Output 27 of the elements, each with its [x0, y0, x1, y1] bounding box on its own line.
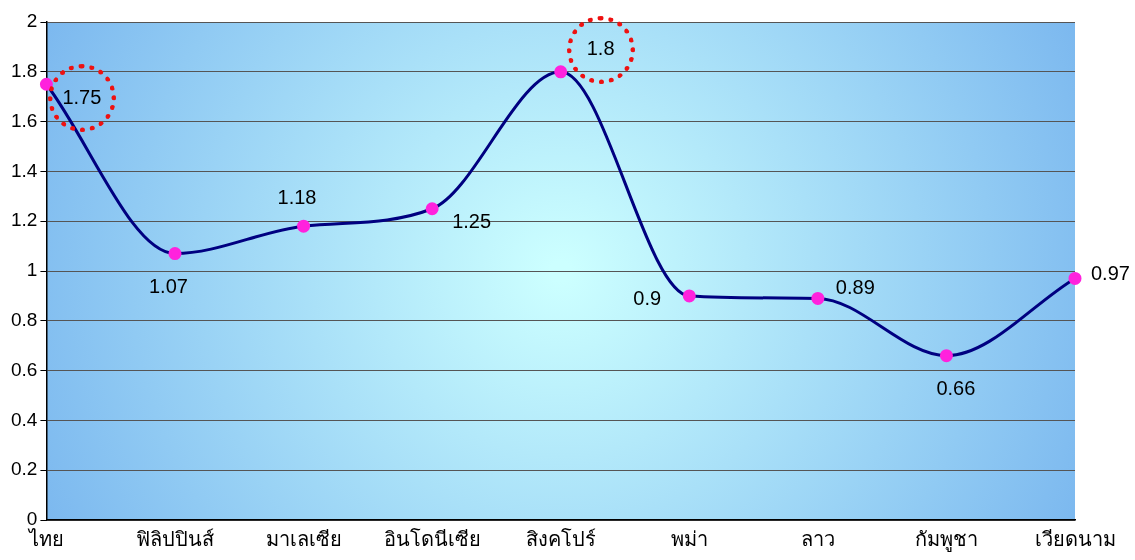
y-tick-label: 1 [26, 259, 38, 281]
data-label: 1.07 [148, 275, 188, 298]
y-tick-label: 1.6 [10, 109, 38, 131]
y-tick-label: 0.6 [10, 358, 38, 380]
data-label: 0.66 [936, 377, 976, 400]
y-tick-label: 1.2 [10, 209, 38, 231]
y-tick-label: 1.8 [10, 60, 38, 82]
data-label: 1.18 [277, 185, 317, 208]
x-tick-label: ไทย [26, 527, 64, 552]
x-tick-label: สิงคโปร์ [525, 527, 596, 552]
y-tick-label: 0.2 [10, 458, 38, 480]
y-tick-label: 0.8 [10, 309, 38, 331]
x-tick-label: ฟิลิปปินส์ [135, 527, 214, 552]
y-tick-label: 0.4 [10, 408, 38, 430]
data-label: 1.8 [586, 37, 615, 60]
data-label: 1.75 [62, 85, 102, 108]
x-tick-label: มาเลเซีย [265, 527, 342, 552]
y-tick-label: 2 [26, 10, 38, 32]
data-label: 0.9 [633, 287, 662, 310]
x-tick-label: อินโดนีเซีย [383, 527, 481, 552]
x-tick-label: กัมพูชา [914, 527, 978, 553]
x-tick-label: เวียดนาม [1034, 527, 1116, 552]
data-label: 0.97 [1091, 261, 1130, 284]
data-label: 0.89 [835, 275, 875, 298]
y-tick-label: 1.4 [10, 159, 38, 181]
x-tick-label: ลาว [800, 527, 835, 552]
x-tick-label: พม่า [670, 527, 708, 552]
